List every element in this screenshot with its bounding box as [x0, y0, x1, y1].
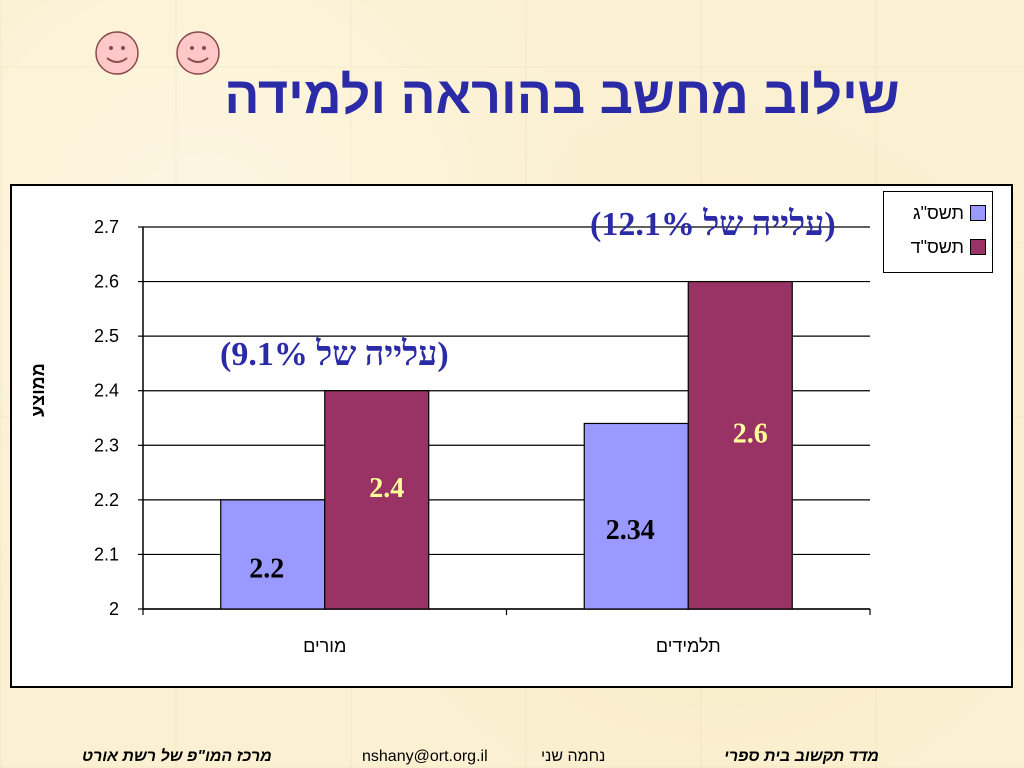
legend-swatch: [970, 205, 986, 221]
x-tick-label: מורים: [303, 636, 346, 656]
data-label: 2.6: [733, 418, 768, 449]
y-tick-label: 2: [109, 599, 119, 619]
bar: [583, 422, 689, 610]
y-tick-label: 2.3: [94, 435, 119, 455]
footer-title: מדד תקשוב בית ספרי: [724, 748, 879, 765]
legend-swatch: [970, 239, 986, 255]
y-tick-label: 2.7: [94, 217, 119, 237]
legend-item-series-2: תשס"ד: [890, 230, 986, 264]
slide-title: שילוב מחשב בהוראה ולמידה: [224, 67, 900, 125]
smiley-face-icon: [95, 31, 139, 75]
legend-label: תשס"ד: [910, 236, 964, 257]
y-tick-label: 2.4: [94, 381, 119, 401]
data-label: 2.2: [249, 553, 284, 584]
data-label: 2.34: [606, 515, 655, 546]
footer-email: nshany@ort.org.il: [362, 748, 488, 765]
legend-item-series-1: תשס"ג: [890, 196, 986, 230]
y-tick-label: 2.1: [94, 544, 119, 564]
bar: [324, 390, 430, 610]
bar: [687, 280, 793, 610]
y-axis-label: ממוצע: [28, 363, 48, 417]
footer-author: נחמה שני: [541, 748, 606, 765]
y-tick-label: 2.2: [94, 490, 119, 510]
y-tick-label: 2.6: [94, 272, 119, 292]
chart-frame: [10, 184, 1013, 688]
legend-label: תשס"ג: [912, 202, 964, 223]
annotation-teachers-increase: (עלייה של 9.1%): [220, 336, 449, 373]
data-label: 2.4: [369, 473, 404, 504]
y-tick-label: 2.5: [94, 326, 119, 346]
bar: [220, 499, 326, 610]
footer-org: מרכז המו"פ של רשת אורט: [82, 748, 272, 765]
chart-legend: תשס"ג תשס"ד: [883, 191, 993, 273]
smiley-face-icon: [176, 31, 220, 75]
annotation-students-increase: (עלייה של 12.1%): [590, 206, 836, 243]
x-tick-label: תלמידים: [656, 636, 721, 656]
